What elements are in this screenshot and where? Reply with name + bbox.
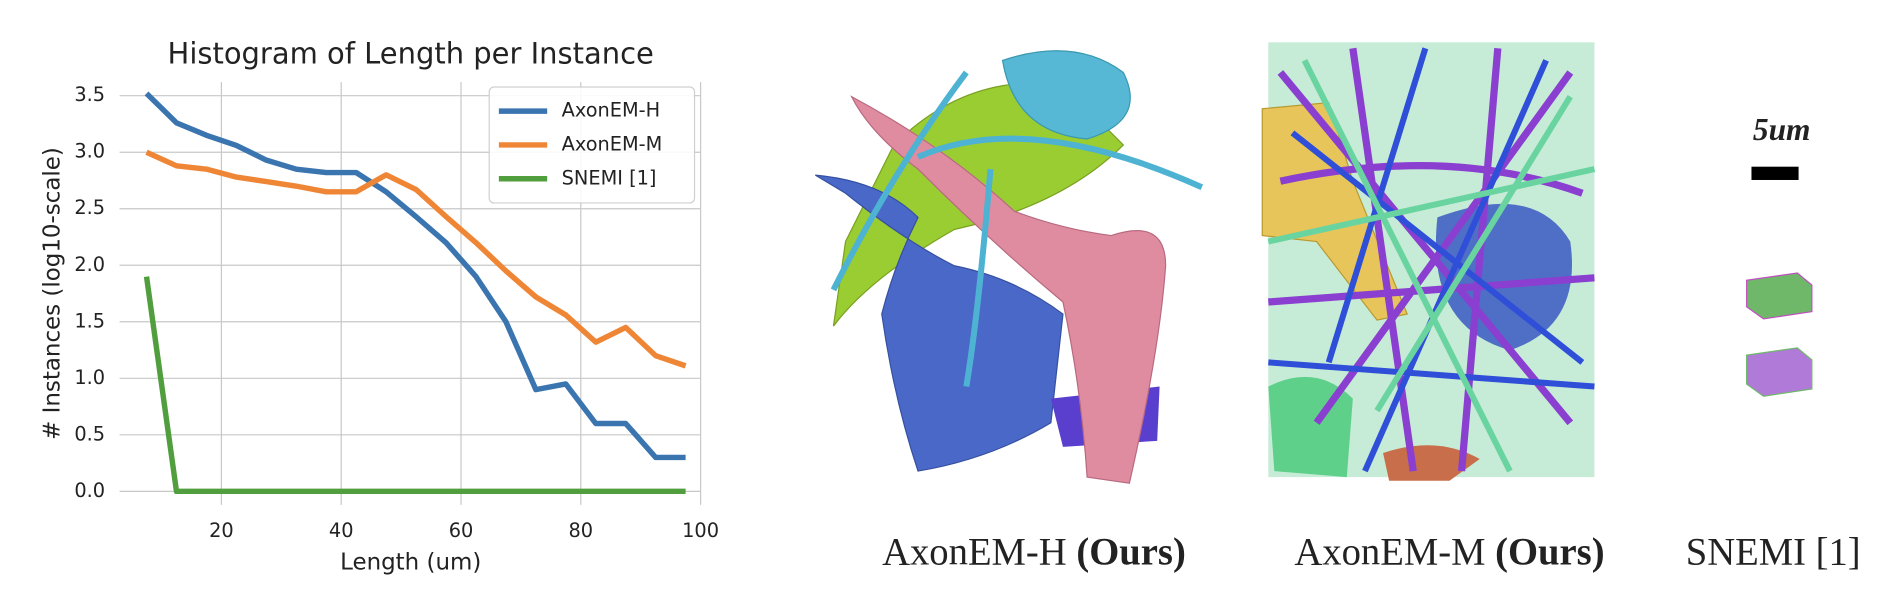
x-tick-label: 40 [329,519,354,542]
panel-tag: (Ours) [1495,532,1604,574]
legend-box [488,86,696,204]
panel-name: AxonEM-H [882,532,1067,574]
y-tick-label: 3.5 [74,83,105,106]
series-line [143,276,686,495]
snemi-render [1746,272,1813,397]
panel-name: AxonEM-M [1294,532,1485,574]
x-tick-label: 100 [682,519,719,542]
x-tick-label: 80 [569,519,594,542]
panel-tag: (Ours) [1076,532,1185,574]
scale-bar-label: 5um [1753,112,1811,147]
y-tick-label: 2.5 [74,196,105,219]
axonem-m-render [1261,42,1596,481]
y-tick-label: 1.5 [74,309,105,332]
series-line [144,91,686,461]
panel-caption: AxonEM-H (Ours) [882,532,1186,574]
legend: AxonEM-H AxonEM-M SNEMI [1] [488,86,696,204]
panel-caption: SNEMI [1] [1686,532,1861,574]
y-tick-label: 3.0 [74,140,105,163]
scale-bar [1751,166,1799,180]
y-axis-label: # Instances (log10-scale) [40,147,66,440]
legend-label: AxonEM-H [562,99,660,122]
chart-title: Histogram of Length per Instance [168,37,654,71]
y-tick-label: 0.5 [74,422,105,445]
x-axis-label: Length (um) [340,549,481,575]
legend-label: AxonEM-M [562,132,663,155]
y-tick-label: 0.0 [74,479,105,502]
legend-label: SNEMI [1] [562,166,657,189]
axonem-h-render [815,50,1204,484]
x-tick-label: 60 [449,519,474,542]
y-tick-label: 2.0 [74,253,105,276]
series-line [145,149,687,369]
y-tick-label: 1.0 [74,366,105,389]
panel-caption: AxonEM-M (Ours) [1294,532,1604,574]
x-tick-label: 20 [209,519,234,542]
